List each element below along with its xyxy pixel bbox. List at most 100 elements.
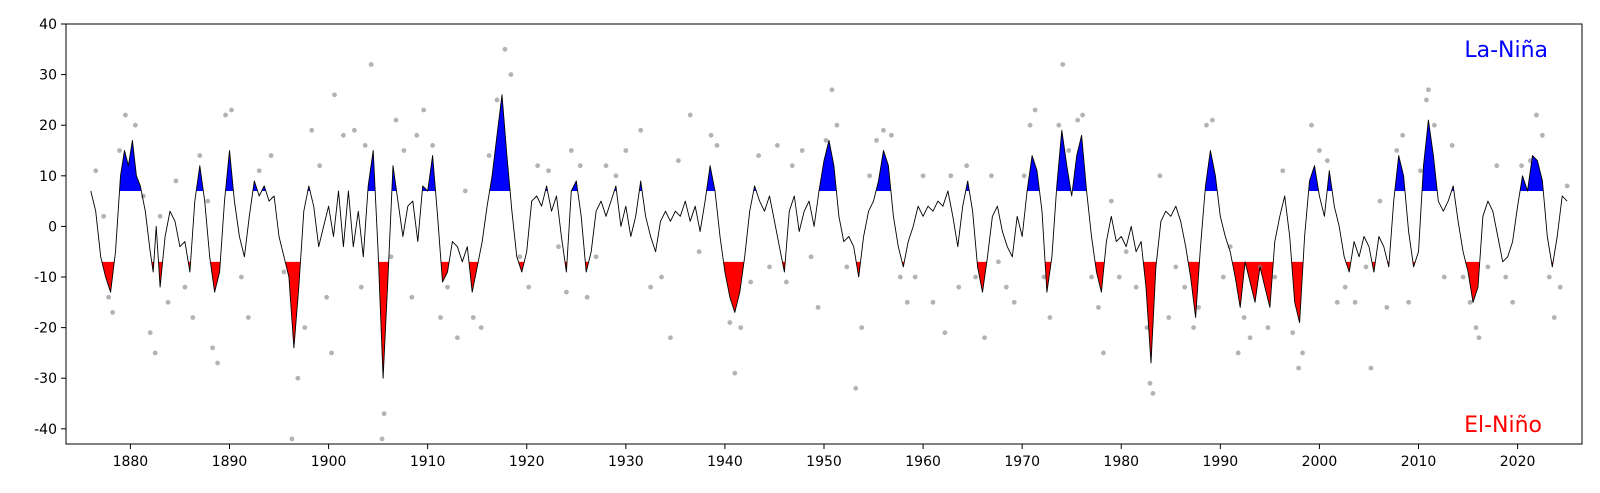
data-point (190, 315, 196, 320)
data-point (1182, 284, 1188, 290)
y-tick-label: -10 (34, 270, 57, 286)
data-point (1494, 163, 1500, 169)
x-tick-label: 2020 (1500, 454, 1536, 470)
data-point (767, 264, 772, 270)
data-point (1032, 107, 1038, 113)
data-point (445, 284, 450, 290)
data-point (577, 163, 583, 169)
data-point (1384, 304, 1390, 310)
data-point (859, 325, 865, 331)
data-point (508, 72, 514, 78)
data-point (229, 107, 234, 113)
data-point (332, 92, 337, 98)
data-point (494, 97, 500, 103)
data-point (732, 370, 738, 376)
data-point (1075, 117, 1081, 123)
y-tick-label: -40 (34, 422, 57, 438)
x-tick-label: 1900 (311, 454, 347, 470)
data-point (1123, 249, 1129, 255)
data-point (502, 46, 508, 52)
data-point (844, 264, 850, 270)
data-point (942, 330, 948, 336)
x-tick-label: 1910 (410, 454, 446, 470)
data-point (1089, 274, 1094, 280)
data-point (1503, 274, 1509, 280)
data-point (556, 244, 561, 250)
data-point (1027, 122, 1033, 128)
data-point (123, 112, 128, 118)
data-point (1280, 168, 1286, 174)
x-tick-label: 2010 (1401, 454, 1437, 470)
data-point (823, 137, 829, 143)
x-tick-label: 1960 (905, 454, 941, 470)
y-tick-label: 30 (39, 68, 57, 84)
data-point (708, 132, 714, 138)
data-point (329, 350, 334, 356)
data-point (1241, 315, 1247, 320)
data-point (738, 325, 744, 331)
data-point (1191, 325, 1196, 331)
data-point (486, 153, 492, 158)
data-point (215, 360, 221, 366)
data-point (1551, 315, 1557, 320)
data-point (1108, 198, 1114, 204)
data-point (1041, 274, 1047, 280)
smoothed-line (90, 94, 1568, 379)
data-point (393, 117, 399, 123)
data-point (584, 294, 590, 300)
data-point (956, 284, 962, 290)
data-point (309, 127, 315, 133)
data-point (147, 330, 153, 336)
data-point (1394, 148, 1400, 153)
data-point (1066, 148, 1072, 153)
data-point (853, 385, 859, 391)
data-point (1368, 365, 1374, 371)
data-point (132, 122, 138, 128)
data-point (1534, 112, 1539, 118)
x-tick-label: 1930 (608, 454, 644, 470)
data-point (379, 436, 385, 442)
data-point (238, 274, 244, 280)
data-point (1485, 264, 1491, 270)
data-point (401, 148, 407, 153)
data-point (517, 254, 523, 260)
data-point (362, 143, 368, 148)
data-point (593, 254, 599, 260)
data-point (268, 153, 274, 158)
data-point (197, 153, 203, 158)
data-point (535, 163, 541, 169)
data-point (982, 335, 987, 341)
data-point (1272, 274, 1278, 280)
data-point (1235, 350, 1241, 356)
x-tick-label: 1970 (1004, 454, 1040, 470)
anomaly-fills (90, 94, 1554, 379)
axes: 1880 1890 1900 1910 1920 1930 1940 1950 1960 1970… (34, 17, 1583, 470)
data-point (205, 198, 211, 204)
data-point (341, 132, 346, 138)
data-point (430, 143, 436, 148)
data-point (948, 173, 954, 179)
data-point (714, 143, 720, 148)
data-point (454, 335, 460, 341)
data-point (1101, 350, 1106, 356)
data-point (727, 320, 733, 325)
data-point (381, 411, 387, 417)
data-point (1133, 284, 1139, 290)
data-point (687, 112, 693, 118)
data-point (897, 274, 903, 280)
y-tick-label: -20 (34, 321, 57, 337)
data-point (1363, 264, 1369, 270)
el-nino-label: El-Niño (1464, 413, 1542, 438)
la-nina-label: La-Niña (1464, 38, 1548, 63)
data-point (930, 299, 936, 305)
data-point (881, 127, 886, 133)
data-point (756, 153, 762, 158)
data-point (829, 87, 835, 93)
x-tick-label: 1920 (509, 454, 545, 470)
data-point (1441, 274, 1447, 280)
data-point (1021, 173, 1027, 179)
data-point (1210, 117, 1215, 123)
data-point (470, 315, 476, 320)
data-point (638, 127, 644, 133)
